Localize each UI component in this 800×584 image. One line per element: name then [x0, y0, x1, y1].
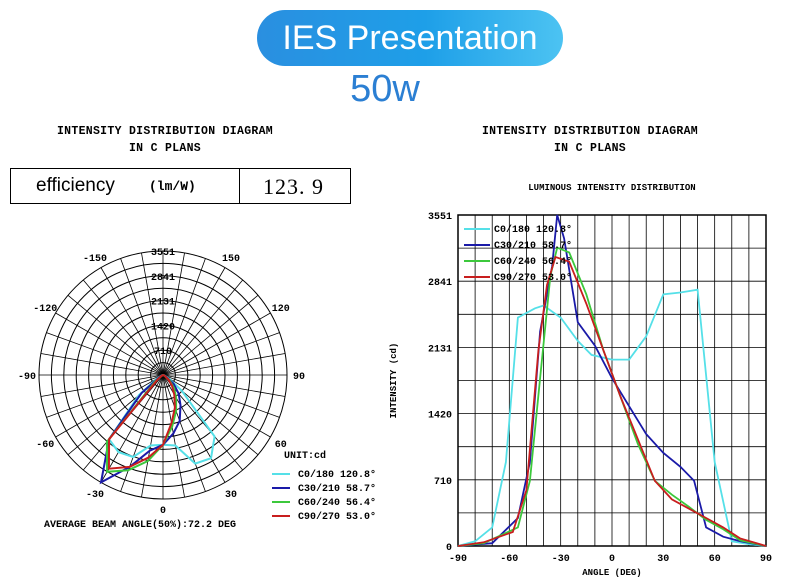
polar-spoke [141, 252, 164, 376]
line-chart-ylabel: INTENSITY (cd) [389, 343, 399, 419]
polar-spoke [141, 374, 164, 498]
polar-spoke [162, 374, 286, 397]
polar-spoke [162, 374, 280, 418]
polar-legend-label: C30/210 58.7° [298, 483, 376, 495]
polar-spoke [162, 374, 271, 438]
polar-angle-label: -30 [86, 490, 104, 501]
left-diagram-title: INTENSITY DISTRIBUTION DIAGRAM IN C PLAN… [15, 123, 315, 157]
polar-unit-label: UNIT:cd [284, 450, 326, 462]
polar-radial-label: 3551 [151, 248, 175, 259]
polar-spoke [40, 353, 164, 376]
line-chart-ytick: 1420 [428, 411, 452, 422]
line-legend-label: C30/210 58.7° [494, 240, 572, 252]
polar-angle-label: 0 [160, 506, 166, 517]
polar-spoke [46, 332, 164, 376]
polar-labels: -150 150 -120 120 -90 90 -60 60 -30 30 0 3551 2841 21… [18, 248, 305, 517]
efficiency-unit: (lm/W) [149, 179, 196, 194]
polar-grid [38, 250, 288, 500]
polar-angle-label: 90 [293, 372, 305, 383]
line-series-3 [457, 255, 767, 547]
right-diagram-title: INTENSITY DISTRIBUTION DIAGRAM IN C PLAN… [440, 123, 740, 157]
polar-spoke [162, 267, 226, 376]
line-intensity-chart: LUMINOUS INTENSITY DISTRIBUTION 0 710 1420 2… [389, 183, 772, 578]
polar-legend-label: C90/270 53.0° [298, 511, 376, 523]
line-chart-ytick: 710 [434, 477, 452, 488]
polar-spoke [55, 374, 164, 438]
line-legend-label: C0/180 120.8° [494, 224, 572, 236]
line-chart-title: LUMINOUS INTENSITY DISTRIBUTION [528, 183, 695, 193]
polar-spoke [46, 374, 164, 418]
right-title-line1: INTENSITY DISTRIBUTION DIAGRAM [481, 125, 699, 138]
polar-radial-label: 2131 [151, 298, 175, 309]
line-legend-label: C90/270 53.0° [494, 272, 572, 284]
polar-angle-label: 150 [222, 254, 240, 265]
polar-angle-label: 30 [225, 490, 237, 501]
title-pill: IES Presentation [257, 10, 563, 66]
polar-legend-label: C60/240 56.4° [298, 497, 376, 509]
polar-spoke [55, 312, 164, 376]
line-chart-ytick: 0 [446, 543, 452, 554]
line-chart-xtick: 60 [709, 554, 721, 565]
polar-spoke [40, 374, 164, 397]
efficiency-divider [239, 169, 240, 203]
wattage-label: 50w [350, 68, 420, 110]
polar-spoke [162, 332, 280, 376]
polar-angle-label: -150 [83, 254, 107, 265]
polar-spoke [162, 374, 185, 498]
polar-spoke [82, 279, 164, 376]
left-title-line1: INTENSITY DISTRIBUTION DIAGRAM [56, 125, 274, 138]
polar-spoke [162, 353, 286, 376]
polar-spoke [162, 279, 244, 376]
line-chart-xtick: -60 [500, 554, 518, 565]
polar-radial-label: 710 [154, 347, 172, 358]
polar-angle-label: -60 [36, 440, 54, 451]
polar-spoke [67, 294, 164, 376]
line-series-1 [457, 214, 767, 547]
polar-angle-label: 120 [272, 304, 290, 315]
polar-spoke [162, 312, 271, 376]
polar-beam-caption: AVERAGE BEAM ANGLE(50%):72.2 DEG [44, 519, 236, 531]
polar-intensity-chart: -150 150 -120 120 -90 90 -60 60 -30 30 0 3551 2841 21… [18, 248, 376, 531]
line-chart-labels: LUMINOUS INTENSITY DISTRIBUTION 0 710 1420 2… [389, 183, 772, 578]
polar-spoke [162, 374, 206, 492]
polar-legend: UNIT:cd C0/180 120.8° C30/210 58.7° C60/240… [44, 450, 376, 531]
polar-curves [99, 374, 216, 485]
line-chart-xtick: -30 [552, 554, 570, 565]
line-chart-grid [457, 214, 767, 547]
line-chart-xtick: 30 [657, 554, 669, 565]
polar-spoke [162, 258, 206, 376]
line-legend-label: C60/240 56.4° [494, 256, 572, 268]
polar-spoke [162, 252, 185, 376]
polar-legend-label: C0/180 120.8° [298, 469, 376, 481]
line-chart-series [457, 214, 767, 547]
polar-radial-label: 1420 [151, 322, 175, 333]
polar-angle-label: -120 [33, 304, 57, 315]
polar-spoke [100, 267, 164, 376]
line-chart-ytick: 2841 [428, 278, 452, 289]
polar-curve-c90-270 [107, 374, 176, 470]
left-title-line2: IN C PLANS [128, 142, 201, 155]
line-chart-xlabel: ANGLE (DEG) [582, 568, 641, 578]
efficiency-value: 123. 9 [263, 174, 324, 199]
polar-spoke [120, 374, 164, 492]
line-chart-ytick: 2131 [428, 344, 452, 355]
polar-spoke [120, 258, 164, 376]
line-chart-legend: C0/180 120.8° C30/210 58.7° C60/240 56.4° C… [464, 224, 572, 284]
polar-radial-label: 2841 [151, 273, 175, 284]
line-chart-ytick: 3551 [428, 212, 452, 223]
right-title-line2: IN C PLANS [553, 142, 626, 155]
line-chart-xtick: 0 [609, 554, 615, 565]
polar-spoke [162, 294, 259, 376]
efficiency-label: efficiency [36, 175, 115, 196]
line-chart-xtick: -90 [449, 554, 467, 565]
line-chart-xtick: 90 [760, 554, 772, 565]
polar-angle-label: -90 [18, 372, 36, 383]
efficiency-table: efficiency (lm/W) 123. 9 [10, 168, 351, 204]
polar-spoke [100, 374, 164, 483]
polar-angle-label: 60 [275, 440, 287, 451]
